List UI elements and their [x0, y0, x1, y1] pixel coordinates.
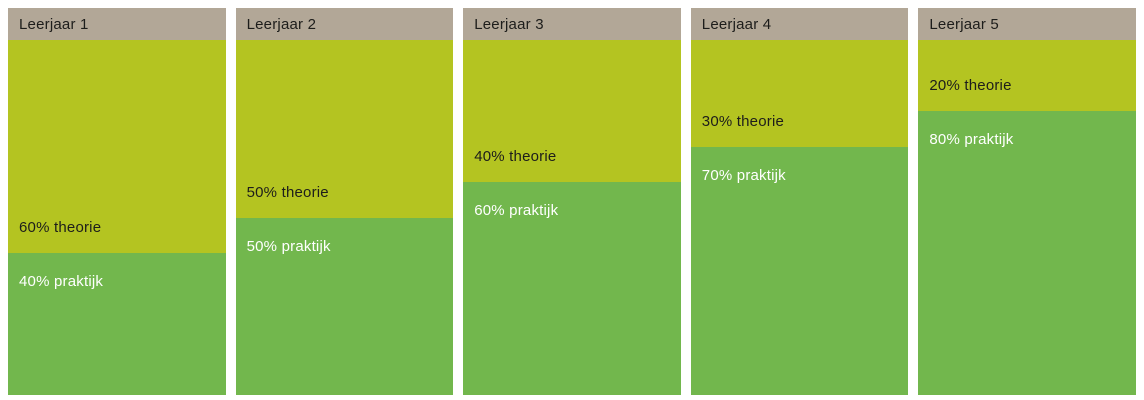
column-title: Leerjaar 1 [19, 15, 89, 33]
column-body: 20% theorie 80% praktijk [918, 40, 1136, 395]
theorie-label: 50% theorie [246, 183, 329, 201]
praktijk-segment: 80% praktijk [918, 111, 1136, 395]
theorie-label: 40% theorie [474, 148, 557, 165]
theorie-segment: 20% theorie [918, 40, 1136, 111]
column-body: 40% theorie 60% praktijk [463, 40, 681, 395]
praktijk-segment: 40% praktijk [8, 253, 226, 395]
praktijk-label: 60% praktijk [474, 202, 559, 219]
praktijk-label: 70% praktijk [701, 166, 786, 184]
theorie-label: 30% theorie [701, 112, 785, 130]
column-title: Leerjaar 4 [701, 15, 772, 33]
theorie-segment: 50% theorie [235, 40, 454, 218]
column-body: 30% theorie 70% praktijk [690, 40, 909, 395]
column-leerjaar-1: Leerjaar 1 60% theorie 40% praktijk [8, 8, 226, 395]
theorie-segment: 60% theorie [8, 40, 226, 253]
theorie-segment: 30% theorie [690, 40, 909, 147]
theorie-segment: 40% theorie [463, 40, 681, 182]
column-header: Leerjaar 1 [8, 8, 226, 40]
praktijk-segment: 60% praktijk [463, 182, 681, 395]
praktijk-segment: 70% praktijk [690, 146, 909, 395]
praktijk-label: 50% praktijk [246, 237, 331, 255]
column-title: Leerjaar 2 [246, 15, 317, 33]
praktijk-segment: 50% praktijk [235, 217, 454, 395]
praktijk-label: 40% praktijk [19, 273, 104, 290]
column-leerjaar-4: Leerjaar 4 30% theorie 70% praktijk [690, 8, 909, 395]
column-header: Leerjaar 5 [918, 8, 1136, 40]
column-title: Leerjaar 3 [474, 15, 544, 33]
column-header: Leerjaar 2 [235, 8, 454, 40]
column-title: Leerjaar 5 [929, 15, 999, 33]
column-body: 50% theorie 50% praktijk [235, 40, 454, 395]
theorie-label: 60% theorie [19, 219, 102, 236]
column-body: 60% theorie 40% praktijk [8, 40, 226, 395]
column-leerjaar-2: Leerjaar 2 50% theorie 50% praktijk [235, 8, 454, 395]
column-header: Leerjaar 4 [690, 8, 909, 40]
column-leerjaar-5: Leerjaar 5 20% theorie 80% praktijk [918, 8, 1136, 395]
theorie-label: 20% theorie [929, 77, 1012, 94]
column-leerjaar-3: Leerjaar 3 40% theorie 60% praktijk [463, 8, 681, 395]
praktijk-label: 80% praktijk [929, 131, 1014, 148]
column-header: Leerjaar 3 [463, 8, 681, 40]
